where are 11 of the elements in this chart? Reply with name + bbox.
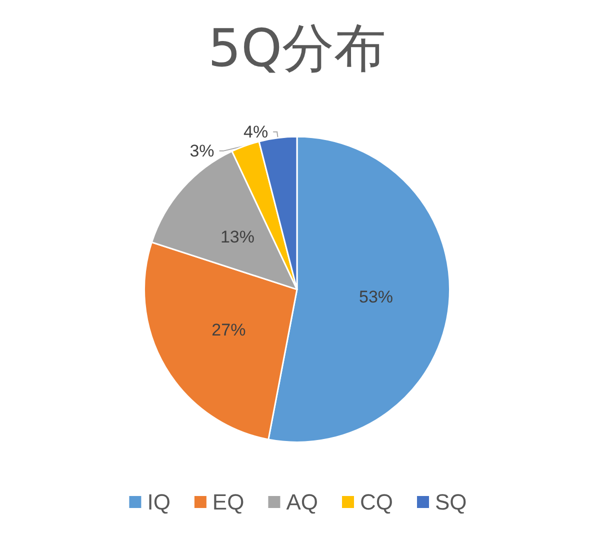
legend-label: AQ	[286, 490, 318, 514]
legend-label: CQ	[360, 490, 394, 514]
data-label: 53%	[359, 287, 394, 306]
data-label: 27%	[212, 320, 246, 340]
chart-title: 5Q分布	[208, 19, 386, 79]
legend-label: SQ	[435, 490, 467, 514]
data-label: 4%	[244, 122, 268, 142]
legend-label: EQ	[212, 490, 244, 514]
data-label: 3%	[190, 141, 214, 160]
legend-label: IQ	[147, 490, 170, 514]
data-label: 13%	[220, 227, 254, 246]
